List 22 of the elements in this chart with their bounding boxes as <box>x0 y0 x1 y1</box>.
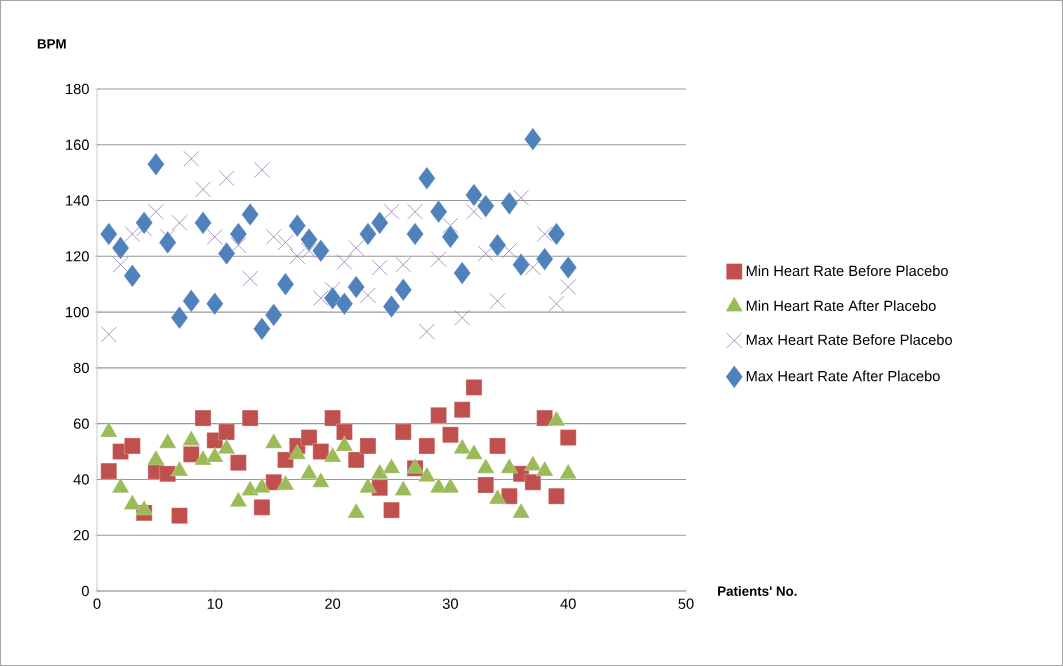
y-tick-label: 20 <box>73 530 89 541</box>
legend-label: Min Heart Rate After Placebo <box>746 300 936 312</box>
x-tick-label: 10 <box>207 598 223 609</box>
y-tick-label: 100 <box>66 306 89 318</box>
x-tick-label: 40 <box>560 598 576 609</box>
y-tick-label: 60 <box>73 418 89 429</box>
y-tick-label: 0 <box>81 585 89 597</box>
legend-label: Max Heart Rate Before Placebo <box>746 334 952 345</box>
y-tick-label: 120 <box>66 251 89 262</box>
x-axis-title: Patients' No. <box>718 586 797 596</box>
y-tick-label: 180 <box>66 83 89 95</box>
legend-label: Max Heart Rate After Placebo <box>746 370 940 382</box>
legend-label: Min Heart Rate Before Placebo <box>746 265 948 277</box>
y-tick-label: 140 <box>66 195 89 206</box>
y-tick-label: 40 <box>73 474 89 485</box>
x-tick-label: 50 <box>678 598 694 609</box>
y-tick-label: 80 <box>73 362 89 374</box>
x-tick-label: 20 <box>325 598 341 609</box>
x-tick-label: 30 <box>442 598 458 609</box>
y-tick-label: 160 <box>66 139 89 150</box>
y-axis-title: BPM <box>37 39 66 49</box>
x-tick-label: 0 <box>93 598 101 609</box>
